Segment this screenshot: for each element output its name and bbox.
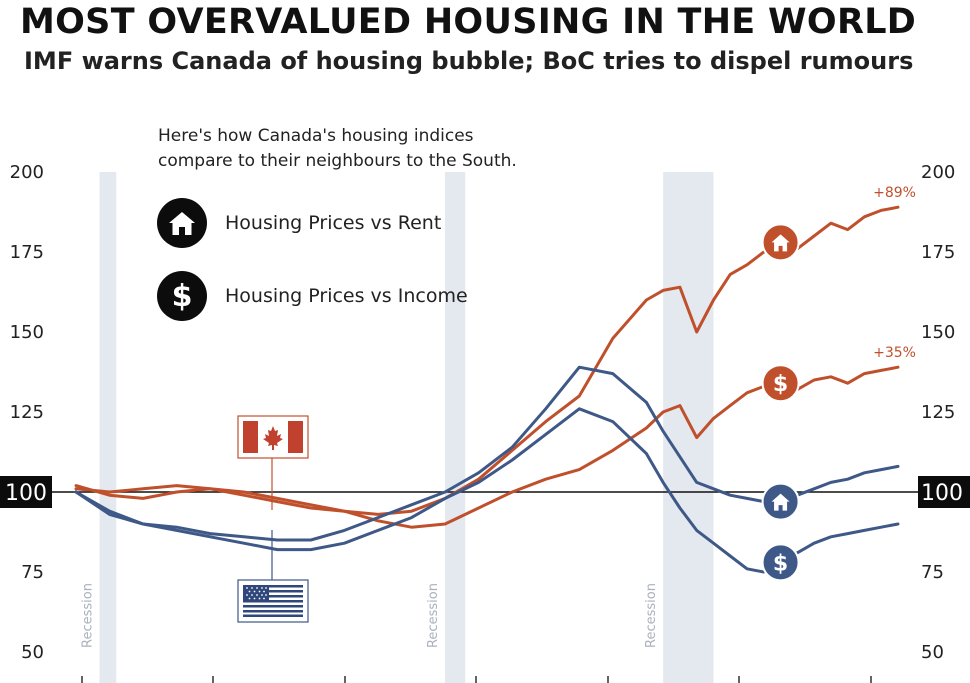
end-label-canada-rent: +89% — [873, 185, 916, 201]
recession-label-1: Recession — [80, 583, 95, 648]
legend-item-rent: Housing Prices vs Rent — [157, 198, 441, 248]
house-icon — [157, 198, 207, 248]
recession-band-2 — [445, 172, 466, 683]
intro-line-1: Here's how Canada's housing indices — [158, 126, 474, 146]
series-line-usa-rent — [74, 365, 900, 542]
series-line-canada-income — [74, 365, 900, 529]
intro-line-2: compare to their neighbours to the South… — [158, 151, 517, 171]
y-tick-left-175: 175 — [10, 242, 44, 263]
legend-item-income: $ Housing Prices vs Income — [157, 271, 468, 321]
svg-text:$: $ — [773, 372, 788, 397]
baseline-label-right-text: 100 — [921, 481, 963, 506]
series-line-usa-income — [74, 407, 900, 574]
y-tick-right-125: 125 — [921, 402, 955, 423]
series-lines — [74, 205, 900, 574]
house-icon-marker-canada — [761, 223, 800, 262]
recession-band-1 — [99, 172, 117, 683]
series-end-labels: +89% +35% — [873, 185, 916, 361]
legend-label-income: Housing Prices vs Income — [225, 285, 468, 307]
legend-label-rent: Housing Prices vs Rent — [225, 212, 442, 234]
y-axis-ticks: 200 175 150 125 75 50 200 175 150 125 75 50 — [10, 162, 956, 663]
y-tick-right-50: 50 — [921, 642, 944, 663]
chart-title: MOST OVERVALUED HOUSING IN THE WORLD — [20, 2, 917, 42]
recession-label-3: Recession — [644, 583, 659, 648]
dollar-icon-marker-usa: $ — [761, 543, 800, 582]
series-line-canada-rent — [74, 205, 900, 516]
baseline-label-left-text: 100 — [5, 481, 47, 506]
house-icon-marker-usa — [761, 482, 800, 521]
usa-flag-icon — [243, 585, 303, 617]
recession-bands: Recession Recession Recession — [80, 172, 714, 683]
canada-flag-icon — [243, 421, 303, 453]
y-tick-left-50: 50 — [21, 642, 44, 663]
y-tick-left-75: 75 — [21, 562, 44, 583]
dollar-icon-marker-canada: $ — [761, 364, 800, 403]
chart-intro: Here's how Canada's housing indices comp… — [158, 124, 517, 174]
y-tick-right-150: 150 — [921, 322, 955, 343]
y-tick-right-75: 75 — [921, 562, 944, 583]
recession-label-2: Recession — [426, 583, 441, 648]
y-tick-left-125: 125 — [10, 402, 44, 423]
y-tick-right-175: 175 — [921, 242, 955, 263]
y-tick-left-150: 150 — [10, 322, 44, 343]
dollar-icon: $ — [157, 271, 207, 321]
dollar-symbol: $ — [171, 278, 193, 314]
chart-subtitle: IMF warns Canada of housing bubble; BoC … — [24, 47, 914, 75]
end-label-canada-income: +35% — [873, 345, 916, 361]
y-tick-right-200: 200 — [921, 162, 955, 183]
baseline-label-left: 100 — [0, 476, 52, 508]
baseline-label-right: 100 — [918, 476, 970, 508]
series-markers: $$ — [761, 223, 800, 582]
x-axis-ticks — [81, 676, 872, 683]
svg-text:$: $ — [773, 551, 788, 576]
y-tick-left-200: 200 — [10, 162, 44, 183]
